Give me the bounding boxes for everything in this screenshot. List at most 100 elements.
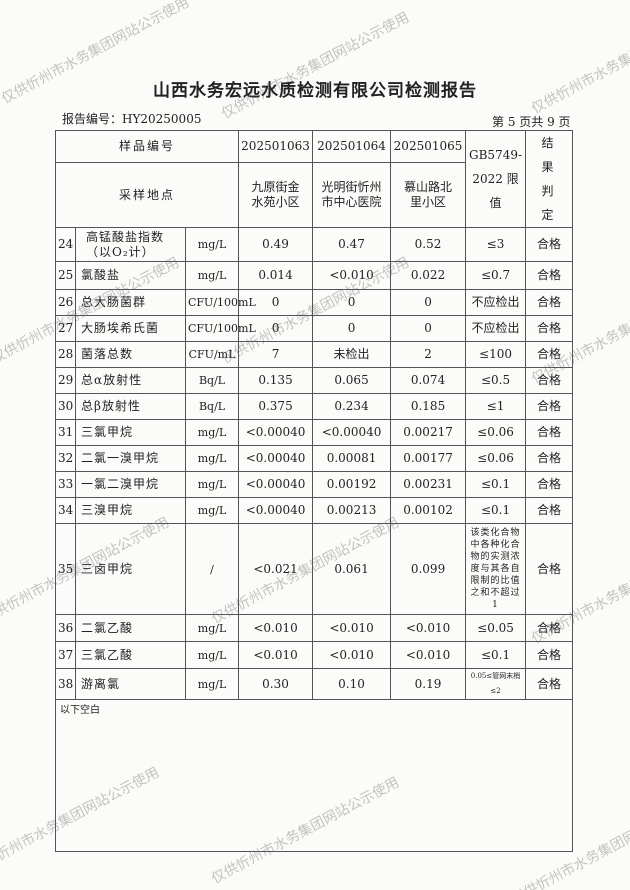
value-cell: <0.00040 xyxy=(238,419,314,446)
limit-cell: 0.05≤管网末梢≤2 xyxy=(465,668,527,700)
sample-no: 202501065 xyxy=(390,129,467,164)
result-cell: 合格 xyxy=(525,497,574,524)
item-unit: mg/L xyxy=(184,614,240,642)
value-cell: 0.52 xyxy=(390,227,467,262)
value-cell: 0.135 xyxy=(238,367,314,394)
item-unit: Bq/L xyxy=(184,393,240,420)
result-cell: 合格 xyxy=(525,445,574,472)
location: 光明街忻州市中心医院 xyxy=(312,162,392,228)
table-row: 25 氯酸盐 mg/L 0.014 <0.010 0.022 ≤0.7 合格 xyxy=(55,261,574,290)
page-number: 第 5 页共 9 页 xyxy=(492,115,571,129)
item-number: 32 xyxy=(55,445,76,472)
limit-cell: ≤0.06 xyxy=(465,419,527,446)
watermark: 仅供忻州市水务集团网站公示使用 xyxy=(219,9,412,123)
report-number: 报告编号：HY20250005 xyxy=(62,112,202,126)
limit-cell: ≤100 xyxy=(465,341,527,368)
result-cell: 合格 xyxy=(525,523,574,615)
limit-cell: ≤0.1 xyxy=(465,471,527,498)
item-number: 35 xyxy=(55,523,76,615)
item-number: 34 xyxy=(55,497,76,524)
table-row: 28 菌落总数 CFU/mL 7 未检出 2 ≤100 合格 xyxy=(55,341,574,368)
item-number: 30 xyxy=(55,393,76,420)
value-cell: 0.00217 xyxy=(390,419,467,446)
result-cell: 合格 xyxy=(525,315,574,342)
result-cell: 合格 xyxy=(525,289,574,316)
limit-cell: 该类化合物中各种化合物的实测浓度与其各自限制的比值之和不超过1 xyxy=(465,523,527,615)
item-name: 大肠埃希氏菌 xyxy=(75,315,186,342)
table-row: 24 高锰酸盐指数（以O₂计） mg/L 0.49 0.47 0.52 ≤3 合格 xyxy=(55,227,574,262)
value-cell: 0.47 xyxy=(312,227,392,262)
item-unit: CFU/100mL xyxy=(184,289,256,316)
item-number: 38 xyxy=(55,668,76,700)
value-cell: 7 xyxy=(238,341,314,368)
limit-cell: ≤0.5 xyxy=(465,367,527,394)
table-row: 30 总β放射性 Bq/L 0.375 0.234 0.185 ≤1 合格 xyxy=(55,393,574,420)
limit-cell: ≤3 xyxy=(465,227,527,262)
table-row: 36 二氯乙酸 mg/L <0.010 <0.010 <0.010 ≤0.05 合格 xyxy=(55,614,574,642)
result-cell: 合格 xyxy=(525,668,574,700)
limit-cell: ≤0.1 xyxy=(465,641,527,669)
item-unit: CFU/100mL xyxy=(184,315,256,342)
item-number: 37 xyxy=(55,641,76,669)
table-row: 37 三氯乙酸 mg/L <0.010 <0.010 <0.010 ≤0.1 合格 xyxy=(55,641,574,669)
item-number: 25 xyxy=(55,261,76,290)
table-row: 31 三氯甲烷 mg/L <0.00040 <0.00040 0.00217 ≤0.06 合格 xyxy=(55,419,574,446)
standard-label: GB5749-2022 限值 xyxy=(465,130,527,228)
table-row: 33 一氯二溴甲烷 mg/L <0.00040 0.00192 0.00231 ≤0.1 合格 xyxy=(55,471,574,498)
item-number: 31 xyxy=(55,419,76,446)
item-unit: mg/L xyxy=(184,668,240,700)
item-name: 总α放射性 xyxy=(75,367,186,394)
value-cell: <0.00040 xyxy=(238,497,314,524)
item-number: 27 xyxy=(55,315,76,342)
result-cell: 合格 xyxy=(525,367,574,394)
report-title: 山西水务宏远水质检测有限公司检测报告 xyxy=(153,81,477,101)
item-unit: mg/L xyxy=(184,445,240,472)
result-cell: 合格 xyxy=(525,341,574,368)
value-cell: 0 xyxy=(312,289,392,316)
item-unit: CFU/mL xyxy=(184,341,240,368)
result-cell: 合格 xyxy=(525,261,574,290)
item-name: 三氯甲烷 xyxy=(75,419,186,446)
limit-cell: 不应检出 xyxy=(465,289,527,316)
value-cell: 0 xyxy=(390,289,467,316)
value-cell: 0.234 xyxy=(312,393,392,420)
value-cell: 0.00192 xyxy=(312,471,392,498)
value-cell: <0.010 xyxy=(312,261,392,290)
table-row: 38 游离氯 mg/L 0.30 0.10 0.19 0.05≤管网末梢≤2 合格 xyxy=(55,668,574,700)
value-cell: 0.375 xyxy=(238,393,314,420)
location-label: 采样地点 xyxy=(54,162,240,228)
location: 慕山路北里小区 xyxy=(390,162,467,228)
item-number: 26 xyxy=(55,289,76,316)
value-cell: 0 xyxy=(312,315,392,342)
item-name: 二氯乙酸 xyxy=(75,614,186,642)
table-row: 35 三卤甲烷 / <0.021 0.061 0.099 该类化合物中各种化合物的实测浓度与… xyxy=(55,523,574,615)
item-unit: / xyxy=(184,523,240,615)
blank-note: 以下空白 xyxy=(54,699,574,852)
table-row: 29 总α放射性 Bq/L 0.135 0.065 0.074 ≤0.5 合格 xyxy=(55,367,574,394)
sample-no: 202501063 xyxy=(238,129,314,164)
item-name: 菌落总数 xyxy=(75,341,186,368)
item-unit: mg/L xyxy=(184,471,240,498)
item-unit: mg/L xyxy=(184,497,240,524)
item-name: 高锰酸盐指数（以O₂计） xyxy=(75,227,186,262)
limit-cell: ≤1 xyxy=(465,393,527,420)
item-name: 氯酸盐 xyxy=(75,261,186,290)
limit-cell: ≤0.1 xyxy=(465,497,527,524)
value-cell: 0 xyxy=(390,315,467,342)
result-cell: 合格 xyxy=(525,614,574,642)
value-cell: <0.010 xyxy=(390,641,467,669)
table-row: 26 总大肠菌群 CFU/100mL 0 0 0 不应检出 合格 xyxy=(55,289,574,316)
value-cell: 0.30 xyxy=(238,668,314,700)
limit-cell: 不应检出 xyxy=(465,315,527,342)
result-cell: 合格 xyxy=(525,393,574,420)
value-cell: 0.065 xyxy=(312,367,392,394)
value-cell: <0.021 xyxy=(238,523,314,615)
table-row: 32 二氯一溴甲烷 mg/L <0.00040 0.00081 0.00177 ≤0.06 合… xyxy=(55,445,574,472)
value-cell: <0.00040 xyxy=(238,445,314,472)
result-cell: 合格 xyxy=(525,227,574,262)
results-table: 样品编号 202501063 202501064 202501065 GB574… xyxy=(54,129,574,852)
value-cell: 0.061 xyxy=(312,523,392,615)
item-name: 二氯一溴甲烷 xyxy=(75,445,186,472)
item-unit: Bq/L xyxy=(184,367,240,394)
